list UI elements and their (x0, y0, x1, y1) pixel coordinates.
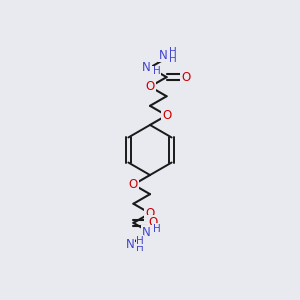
Text: H: H (153, 224, 160, 234)
Text: O: O (129, 178, 138, 191)
Text: O: O (162, 109, 171, 122)
Text: H: H (136, 236, 144, 245)
Text: H: H (153, 66, 160, 76)
Text: H: H (169, 55, 177, 64)
Text: H: H (169, 46, 177, 56)
Text: O: O (146, 207, 154, 220)
Text: N: N (159, 49, 167, 62)
Text: N: N (142, 61, 151, 74)
Text: N: N (125, 238, 134, 251)
Text: O: O (181, 70, 190, 84)
Text: H: H (136, 244, 144, 254)
Text: O: O (146, 80, 154, 93)
Text: O: O (148, 216, 157, 230)
Text: N: N (142, 226, 151, 239)
